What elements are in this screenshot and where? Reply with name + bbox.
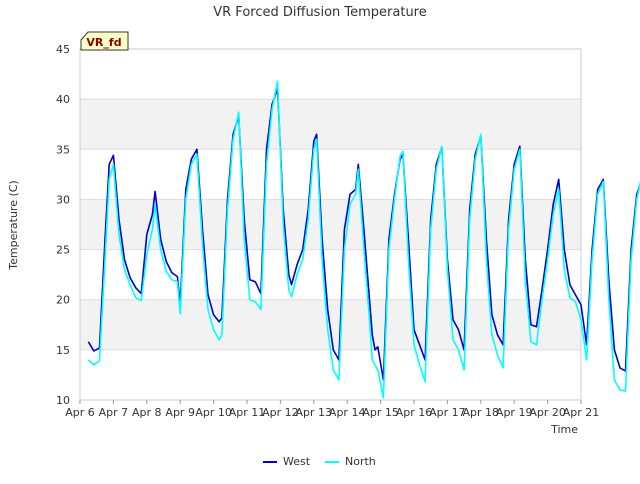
y-tick-label: 30	[56, 193, 70, 206]
y-tick-label: 25	[56, 244, 70, 257]
x-tick-label: Apr 7	[99, 406, 129, 419]
background-band	[80, 199, 581, 250]
x-tick-label: Apr 13	[296, 406, 333, 419]
x-tick-label: Apr 17	[429, 406, 466, 419]
y-axis-ticks: 10 15 20 25 30 35 40 45	[56, 43, 70, 407]
y-tick-label: 35	[56, 143, 70, 156]
x-tick-label: Apr 11	[229, 406, 266, 419]
x-tick-label: Apr 21	[563, 406, 600, 419]
y-tick-label: 15	[56, 344, 70, 357]
y-tick-label: 10	[56, 394, 70, 407]
background-band	[80, 349, 581, 400]
background-band	[80, 49, 581, 100]
y-tick-label: 45	[56, 43, 70, 56]
x-tick-label: Apr 9	[165, 406, 195, 419]
x-tick-label: Apr 14	[329, 406, 366, 419]
y-axis-label: Temperature (C)	[7, 180, 20, 270]
background-band	[80, 149, 581, 200]
site-label: VR_fd	[86, 36, 121, 49]
x-tick-label: Apr 12	[262, 406, 299, 419]
y-tick-label: 20	[56, 294, 70, 307]
x-tick-label: Apr 15	[362, 406, 399, 419]
x-tick-label: Apr 18	[463, 406, 500, 419]
x-tick-label: Apr 8	[132, 406, 162, 419]
legend-label-west: West	[283, 455, 311, 468]
x-tick-label: Apr 19	[496, 406, 533, 419]
series-line-north	[87, 80, 640, 399]
x-tick-label: Apr 16	[396, 406, 433, 419]
x-tick-label: Apr 6	[65, 406, 95, 419]
plot-background-bands	[80, 49, 581, 400]
chart-title: VR Forced Diffusion Temperature	[213, 5, 427, 20]
series-lines	[87, 80, 640, 399]
background-band	[80, 99, 581, 150]
legend: West North	[263, 455, 376, 468]
x-axis-label: Time	[550, 423, 578, 436]
x-tick-label: Apr 20	[529, 406, 566, 419]
y-tick-label: 40	[56, 93, 70, 106]
site-label-box: VR_fd	[80, 31, 129, 51]
x-tick-label: Apr 10	[195, 406, 232, 419]
plot-area	[79, 48, 582, 401]
legend-label-north: North	[345, 455, 376, 468]
